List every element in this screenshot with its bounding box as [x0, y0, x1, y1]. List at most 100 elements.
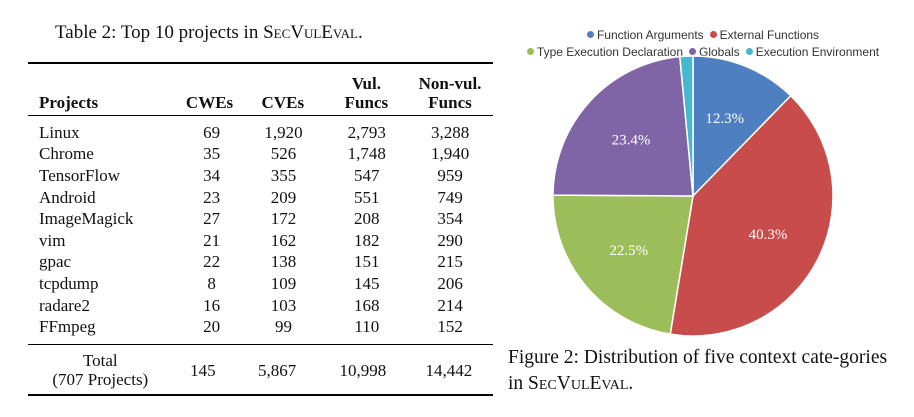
cell-nonvul-funcs: 214: [437, 295, 463, 315]
cell-project: Chrome: [39, 144, 94, 164]
table-row: FFmpeg 20 99 110 152: [28, 316, 493, 338]
cell-project: Android: [39, 187, 96, 207]
table-row: gpac 22 138 151 215: [28, 252, 493, 274]
cell-project: tcpdump: [39, 273, 99, 293]
total-row: Total (707 Projects) 145 5,867 10,998 14,…: [28, 348, 493, 392]
cell-vul-funcs: 151: [354, 252, 380, 272]
cell-cves: 526: [270, 144, 297, 164]
figure-caption-prefix: Figure 2: Distribution of five context c…: [508, 347, 888, 394]
cell-cves: 99: [274, 317, 292, 337]
cell-project: vim: [39, 230, 66, 250]
table-row: radare2 16 103 168 214: [28, 295, 493, 317]
cell-project: gpac: [39, 252, 72, 272]
legend-label: Type Execution Declaration: [536, 45, 683, 59]
header-cwes: CWEs: [185, 93, 234, 112]
cell-vul-funcs: 145: [354, 273, 380, 293]
pie-slice-label: 12.3%: [705, 111, 744, 127]
cell-nonvul-funcs: 354: [437, 209, 463, 229]
pie-chart: 12.3% 40.3% 22.5% 23.4%: [552, 55, 834, 337]
cell-cves: 172: [270, 209, 297, 229]
cell-nonvul-funcs: 959: [437, 165, 463, 185]
table-body: Linux 69 1,920 2,793 3,288 Chrome 35 526 1,748 1,…: [28, 122, 493, 338]
cell-cves: 103: [270, 295, 297, 315]
figure-caption-suffix: .: [628, 373, 634, 394]
cell-vul-funcs: 208: [354, 209, 380, 229]
table-total-rule: [28, 344, 493, 345]
cell-cves: 209: [270, 187, 297, 207]
legend-item: Globals: [689, 44, 740, 61]
legend-item: Execution Environment: [745, 44, 880, 61]
total-cwes: 145: [190, 360, 216, 380]
cell-vul-funcs: 2,793: [347, 122, 386, 142]
header-vul-line1: Vul.: [351, 74, 381, 93]
cell-cwes: 69: [203, 122, 221, 142]
cell-cwes: 16: [203, 295, 221, 315]
table-top-rule: [28, 62, 493, 64]
cell-cwes: 35: [203, 144, 221, 164]
legend-label: Execution Environment: [755, 45, 880, 59]
legend-label: Function Arguments: [596, 28, 704, 42]
cell-cwes: 21: [203, 230, 221, 250]
cell-project: FFmpeg: [39, 317, 96, 337]
header-vul-line2: Funcs: [344, 93, 389, 112]
pie-slice-label: 22.5%: [609, 243, 648, 259]
legend-item: Function Arguments: [586, 27, 704, 44]
legend-swatch: [586, 31, 594, 38]
pie-legend: Function Arguments External Functions Type…: [508, 27, 898, 61]
legend-label: External Functions: [719, 28, 820, 42]
pie-slice: [669, 94, 834, 337]
header-cves: CVEs: [261, 93, 305, 112]
figure-caption-name: SecVulEval: [528, 373, 629, 394]
table-caption-name: SecVulEval: [263, 22, 358, 43]
table-header-rule: [28, 115, 493, 116]
cell-vul-funcs: 547: [354, 165, 380, 185]
cell-cves: 162: [270, 230, 297, 250]
table-row: Chrome 35 526 1,748 1,940: [28, 144, 493, 166]
cell-vul-funcs: 182: [354, 230, 380, 250]
cell-nonvul-funcs: 215: [437, 252, 463, 272]
cell-project: Linux: [39, 122, 80, 142]
pie-slice-label: 23.4%: [612, 132, 651, 148]
table-bottom-rule: [28, 394, 493, 396]
cell-cves: 1,920: [264, 122, 303, 142]
legend-label: Globals: [699, 45, 740, 59]
legend-swatch: [709, 31, 717, 38]
table-caption-prefix: Table 2: Top 10 projects in: [55, 22, 264, 43]
cell-nonvul-funcs: 152: [437, 317, 463, 337]
cell-nonvul-funcs: 206: [437, 273, 463, 293]
legend-swatch: [745, 48, 753, 55]
cell-vul-funcs: 1,748: [347, 144, 386, 164]
cell-cves: 109: [270, 273, 297, 293]
figure-caption: Figure 2: Distribution of five context c…: [508, 345, 903, 397]
header-nonvul-line1: Non-vul.: [418, 74, 482, 93]
table-total: Total (707 Projects) 145 5,867 10,998 14,…: [28, 348, 493, 392]
cell-project: TensorFlow: [39, 165, 120, 185]
header-vul-funcs: Vul. Funcs: [326, 68, 407, 112]
table-row: tcpdump 8 109 145 206: [28, 273, 493, 295]
cell-cwes: 8: [207, 273, 216, 293]
cell-nonvul-funcs: 749: [437, 187, 463, 207]
total-label-line2: (707 Projects): [52, 370, 149, 389]
cell-nonvul-funcs: 3,288: [431, 122, 470, 142]
total-vul-funcs: 10,998: [339, 360, 387, 380]
cell-cwes: 34: [203, 165, 221, 185]
cell-cwes: 20: [203, 317, 221, 337]
header-projects: Projects: [39, 93, 99, 112]
table-row: TensorFlow 34 355 547 959: [28, 165, 493, 187]
table-caption: Table 2: Top 10 projects in SecVulEval.: [55, 22, 363, 44]
cell-project: ImageMagick: [39, 209, 134, 229]
cell-cves: 138: [270, 252, 297, 272]
pie-slice: [552, 194, 694, 336]
pie-slice-label: 40.3%: [749, 227, 788, 243]
table-caption-suffix: .: [357, 22, 363, 43]
header-nonvul-funcs: Non-vul. Funcs: [407, 68, 493, 112]
total-label: Total (707 Projects): [28, 348, 173, 392]
header-nonvul-line2: Funcs: [428, 93, 472, 112]
cell-cwes: 23: [203, 187, 221, 207]
pie-slice: [692, 55, 792, 198]
legend-item: Type Execution Declaration: [526, 44, 683, 61]
cell-nonvul-funcs: 1,940: [431, 144, 470, 164]
cell-cves: 355: [270, 165, 297, 185]
cell-project: radare2: [39, 295, 90, 315]
cell-cwes: 27: [203, 209, 221, 229]
